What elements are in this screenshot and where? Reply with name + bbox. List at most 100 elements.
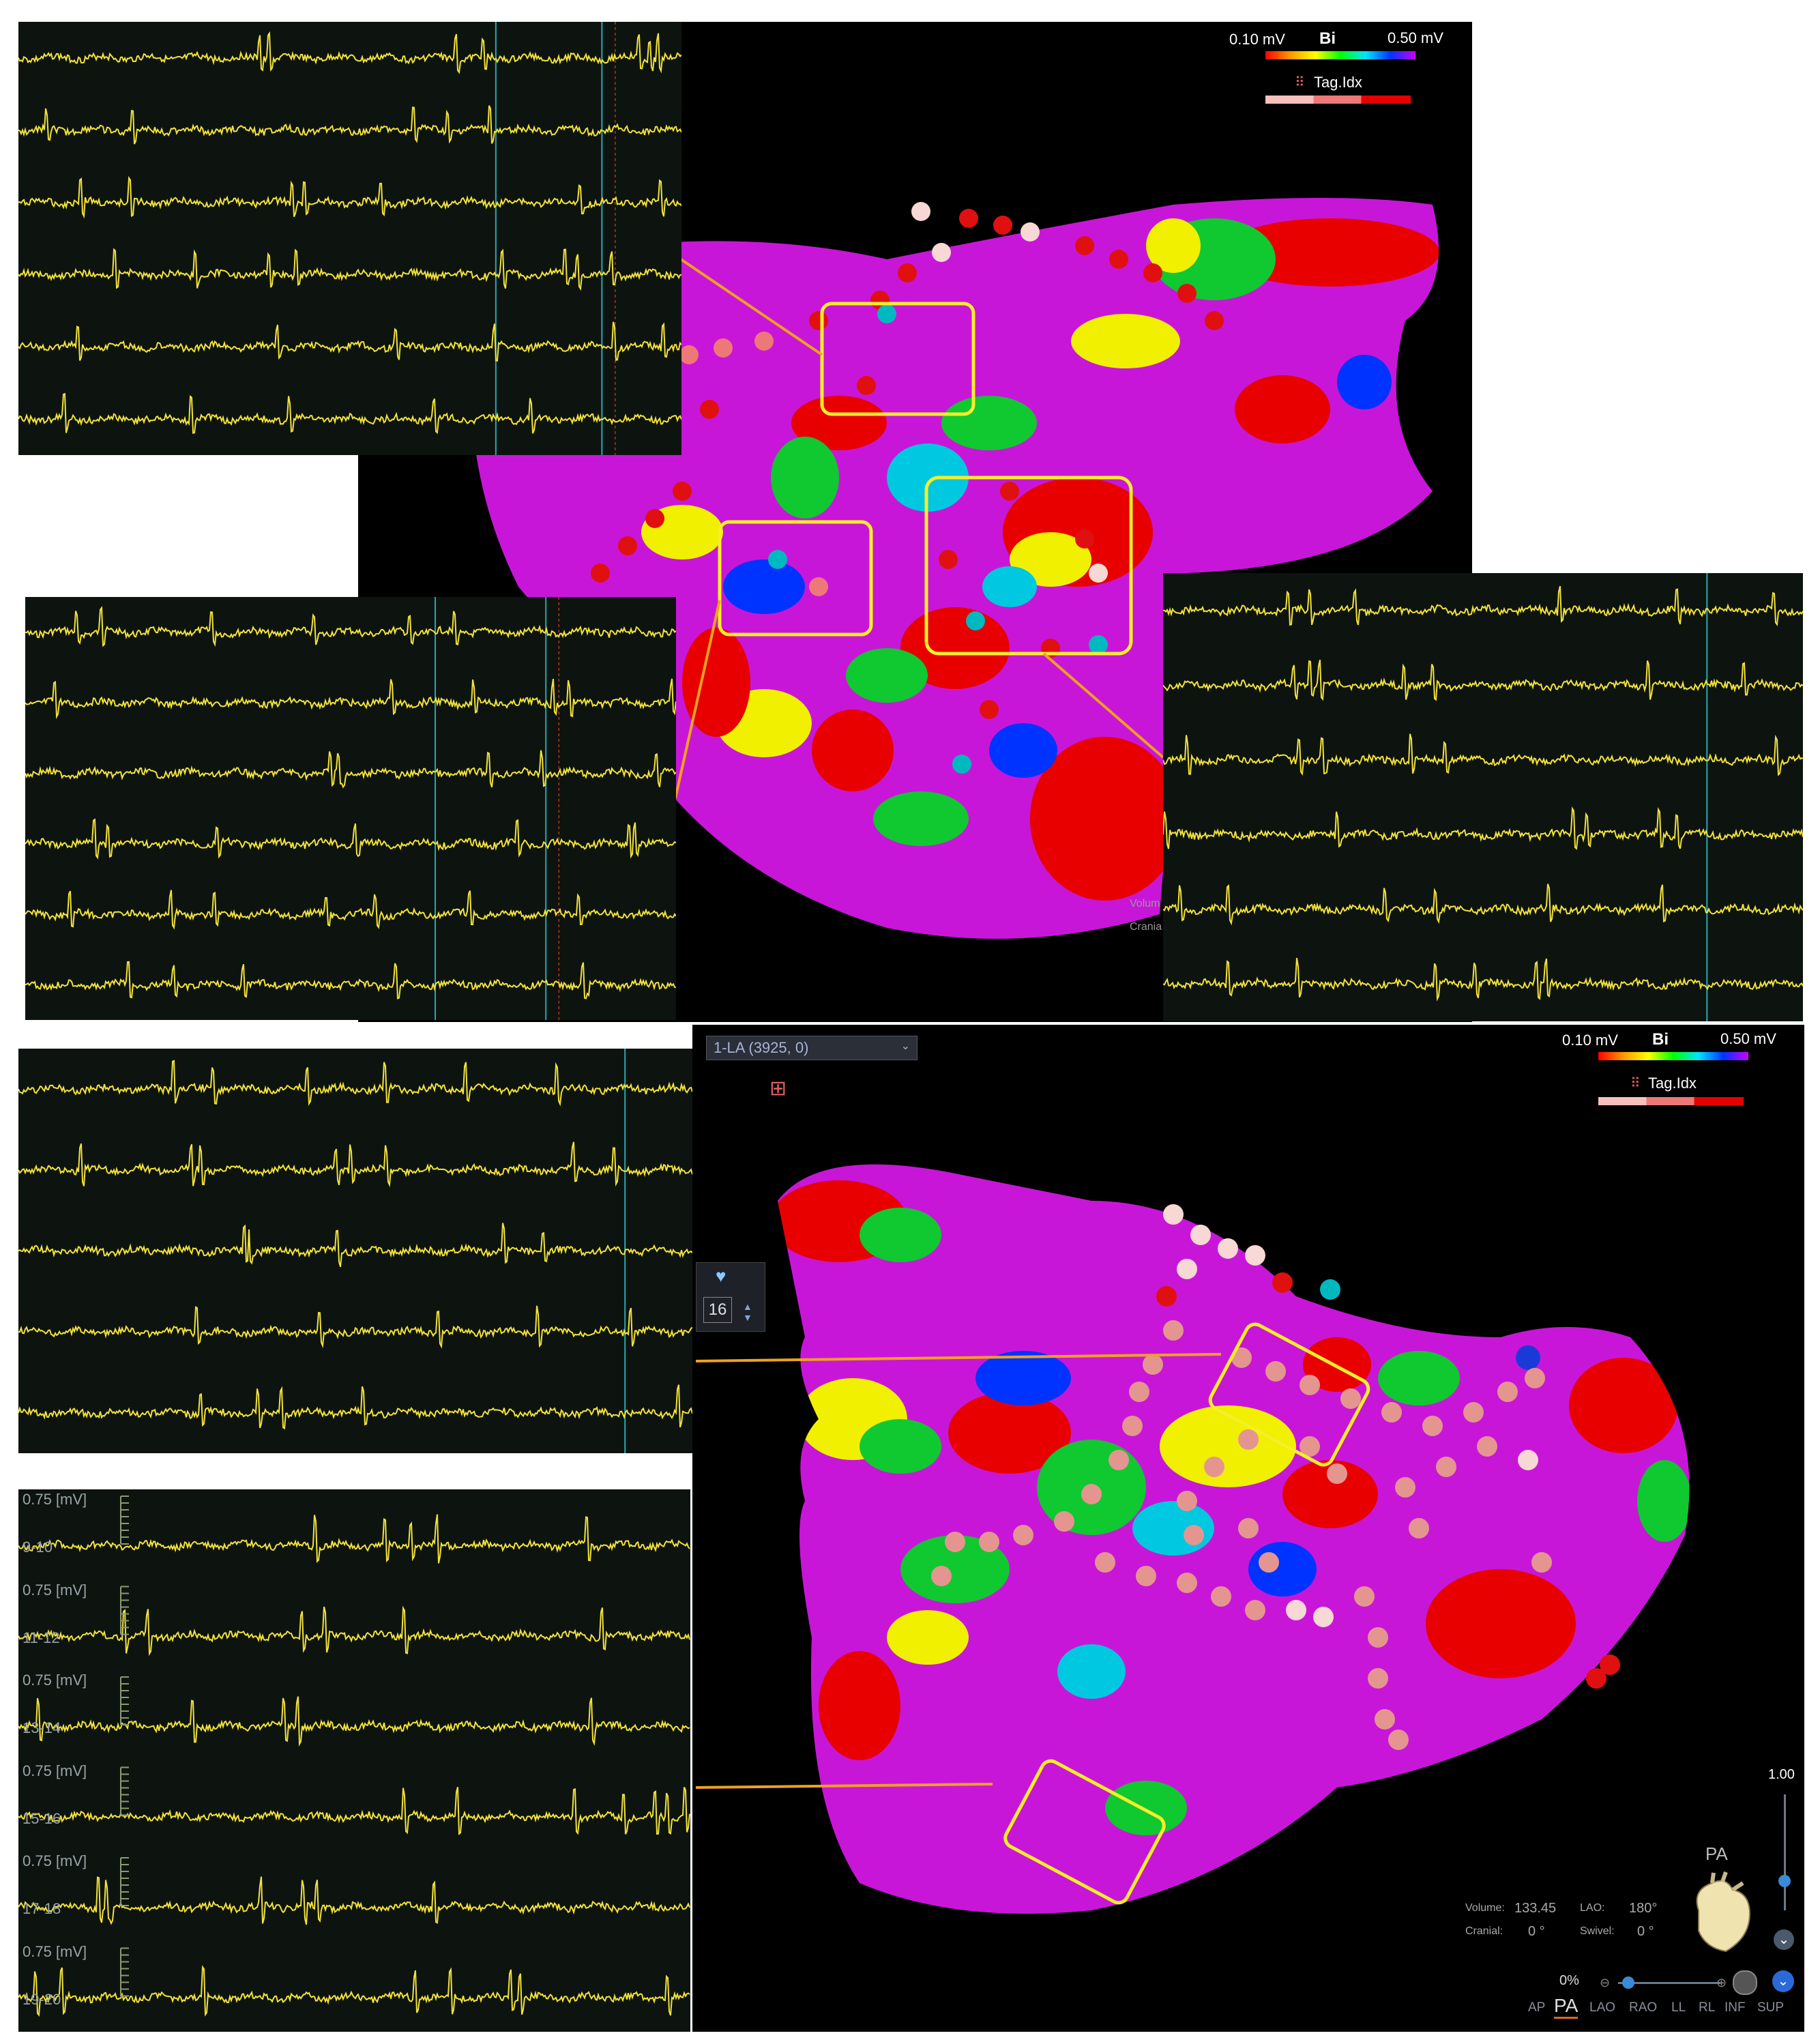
tag-toolbar-icon[interactable]: ⊞ [769,1077,787,1100]
opacity-slider-thumb[interactable] [1622,1977,1634,1989]
amplitude-scale-bar [120,1857,129,1906]
egm-trace [18,1305,692,1349]
opacity-slider-track[interactable] [1618,1982,1720,1984]
panel-a-egm-traces-bottom-left [25,597,676,1020]
panel-b-ablation-tags [931,1204,1620,1750]
panel-b-tag-label: Tag.Idx [1648,1075,1697,1092]
egm-trace [1163,884,1803,926]
channel-label-11-12: 11-12 [23,1629,60,1646]
panel-b-tag-colorbar [1598,1097,1744,1105]
egm-trace [18,321,681,362]
egm-count-widget[interactable]: ♥ 16 ▲ ▼ [696,1262,765,1332]
panel-a-highlight-box-1 [820,302,975,416]
spinner-down-icon[interactable]: ▼ [743,1312,752,1323]
egm-trace [1163,957,1803,1002]
channel-scale-label: 0.75 [mV] [23,1852,87,1869]
chevron-down-icon: ⌄ [900,1040,910,1052]
panel-a-egm-inset-bottom-left [25,597,676,1020]
egm-trace [18,1787,690,1836]
panel-a-tag-icon: ⠿ [1295,75,1305,90]
channel-label-19-20: 19-20 [23,1990,61,2008]
egm-trace [25,605,676,647]
channel-scale-label: 0.75 [mV] [23,1581,87,1599]
panel-a-egm-inset-top [18,22,681,455]
view-button-rl[interactable]: RL [1699,2000,1716,2015]
egm-trace [18,248,681,291]
view-button-rao[interactable]: RAO [1629,2000,1658,2015]
zoom-down-icon[interactable]: ⌄ [1774,1929,1794,1950]
panel-a-leader-line-2 [674,600,721,799]
channel-label-17-18: 17-18 [23,1900,61,1917]
egm-count-value[interactable]: 16 [703,1297,732,1323]
panel-a-voltage-colorbar [1265,51,1415,59]
egm-trace [25,678,676,720]
panel-a-heart-map[interactable] [358,22,1472,1022]
panel-b-heart-map[interactable] [692,1025,1804,2032]
panel-a-cranial-label: Crania [1130,921,1162,933]
panel-b-egm-inset-top [18,1049,692,1453]
zoom-max-label: 1.00 [1768,1767,1795,1782]
view-button-sup[interactable]: SUP [1757,2000,1785,2015]
egm-trace [18,175,681,219]
panel-a-highlight-box-3 [924,476,1133,656]
panel-b-egm-inset-bottom: 0.75 [mV] 9-10 0.75 [mV] 11-12 0.75 [mV] 13-1… [18,1489,690,2032]
sphere-view-icon[interactable] [1733,1970,1757,1995]
egm-trace [18,31,681,74]
zoom-slider-thumb[interactable] [1778,1875,1791,1887]
egm-trace [1163,659,1803,701]
channel-label-9-10: 9-10 [23,1538,53,1556]
panel-a-egm-traces-top [18,22,681,455]
channel-label-15-16: 15-16 [23,1809,61,1827]
map-selector-dropdown[interactable]: 1-LA (3925, 0) ⌄ [706,1036,918,1060]
panel-b-egm-traces-bottom [18,1496,690,2017]
channel-scale-label: 0.75 [mV] [23,1762,87,1779]
panel-b-colorbar-min: 0.10 mV [1562,1032,1618,1049]
swivel-value: 0 ° [1637,1924,1654,1939]
amplitude-scale-bar [120,1766,129,1816]
egm-trace [18,392,681,435]
amplitude-scale-bar [120,1676,129,1725]
panel-a-colorbar-max: 0.50 mV [1388,29,1443,46]
opacity-value: 0% [1559,1973,1579,1988]
panel-b-leader-line-1 [695,1353,1222,1362]
map-selector-label: 1-LA (3925, 0) [714,1039,809,1056]
panel-a-colorbar-min: 0.10 mV [1229,31,1285,48]
spinner-up-icon[interactable]: ▲ [743,1301,752,1312]
egm-trace [1163,733,1803,776]
panel-b-highlight-box-1 [1208,1322,1370,1467]
opacity-minus-icon[interactable]: ⊖ [1600,1976,1611,1989]
panel-a-volume-label: Volum [1130,898,1160,909]
lao-label: LAO: [1580,1902,1605,1914]
view-button-inf[interactable]: INF [1724,2000,1746,2015]
panel-b-colorbar-type: Bi [1652,1030,1669,1049]
panel-b-tag-icon: ⠿ [1630,1076,1641,1091]
volume-value: 133.45 [1514,1901,1557,1916]
egm-trace [18,105,681,145]
egm-trace [18,1605,690,1657]
zoom-slider-track[interactable] [1784,1794,1786,1910]
opacity-plus-icon[interactable]: ⊕ [1716,1976,1727,1989]
panel-a-tag-colorbar [1265,96,1411,104]
channel-scale-label: 0.75 [mV] [23,1491,87,1508]
egm-trace [18,1876,690,1925]
view-button-pa[interactable]: PA [1554,1995,1579,2019]
egm-trace [25,750,676,789]
view-button-lao[interactable]: LAO [1589,2000,1616,2015]
panel-a-highlight-box-2 [718,520,873,637]
egm-trace [18,1384,692,1430]
egm-trace [18,1141,692,1188]
egm-trace [18,1060,692,1107]
panel-b-highlight-box-2 [1003,1759,1166,1905]
view-button-ap[interactable]: AP [1528,2000,1546,2015]
amplitude-scale-bar [120,1586,129,1635]
channel-label-13-14: 13-14 [23,1719,61,1736]
swivel-label: Swivel: [1580,1925,1615,1937]
view-button-ll[interactable]: LL [1671,2000,1686,2015]
channel-scale-label: 0.75 [mV] [23,1942,87,1960]
heart-orientation-icon [1696,1871,1751,1953]
panel-a-colorbar-type: Bi [1319,29,1336,48]
channel-scale-label: 0.75 [mV] [23,1672,87,1689]
egm-trace [1163,806,1803,850]
orientation-label: PA [1705,1843,1728,1864]
view-menu-icon[interactable]: ⌄ [1772,1970,1794,1992]
